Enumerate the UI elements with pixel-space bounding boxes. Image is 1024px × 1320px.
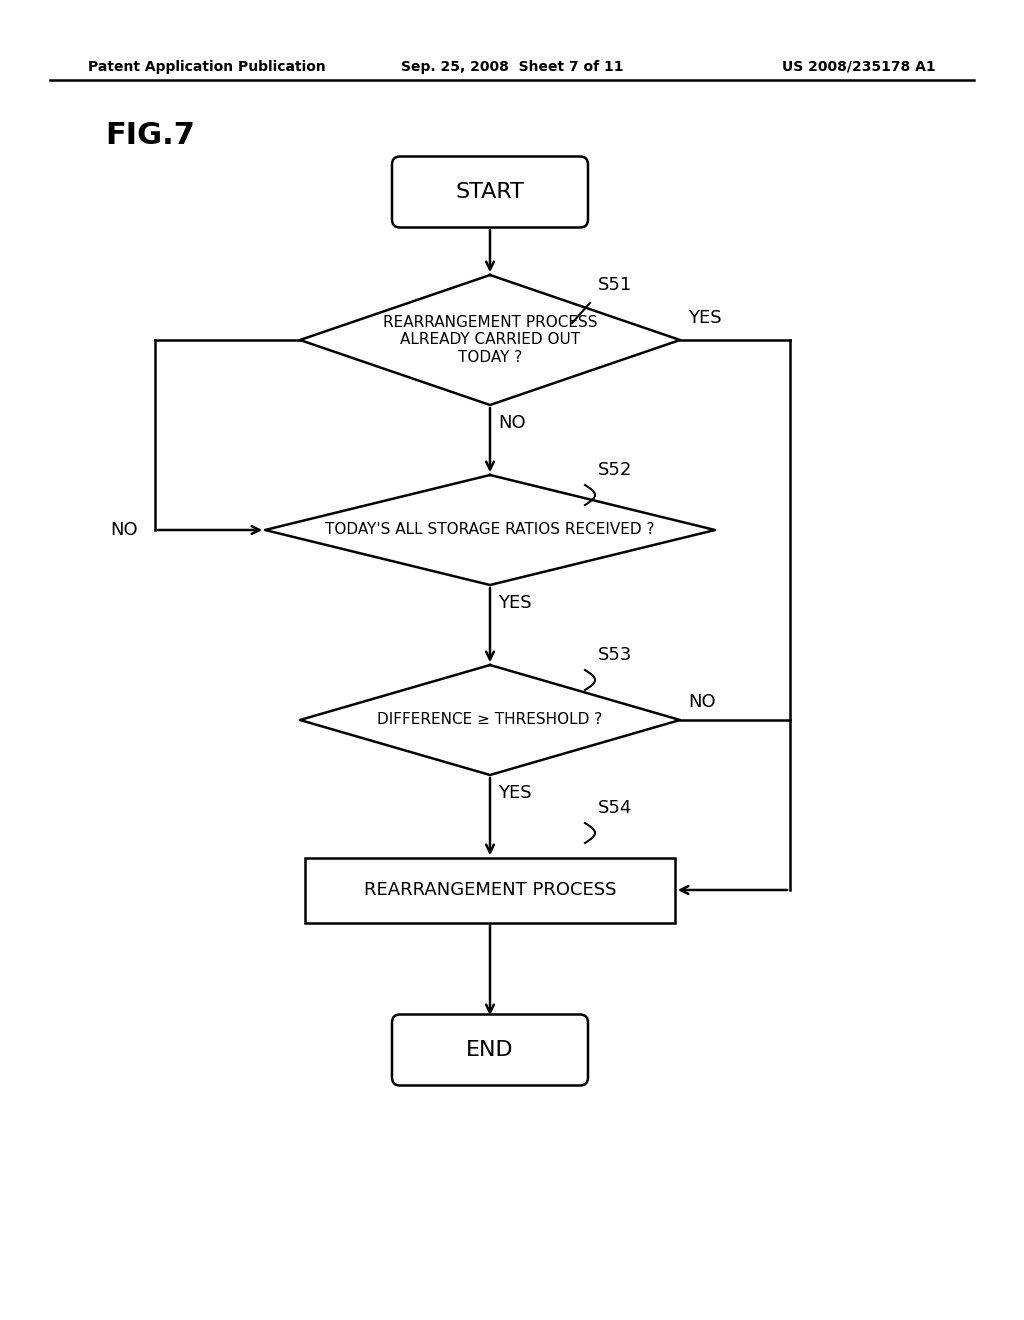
Text: NO: NO bbox=[498, 414, 525, 432]
Text: NO: NO bbox=[110, 521, 137, 539]
Text: US 2008/235178 A1: US 2008/235178 A1 bbox=[782, 59, 936, 74]
FancyBboxPatch shape bbox=[392, 1015, 588, 1085]
Text: S52: S52 bbox=[598, 461, 633, 479]
Text: REARRANGEMENT PROCESS: REARRANGEMENT PROCESS bbox=[364, 880, 616, 899]
Polygon shape bbox=[300, 665, 680, 775]
Text: YES: YES bbox=[688, 309, 722, 327]
Text: S54: S54 bbox=[598, 799, 633, 817]
Polygon shape bbox=[300, 275, 680, 405]
Polygon shape bbox=[265, 475, 715, 585]
Text: TODAY'S ALL STORAGE RATIOS RECEIVED ?: TODAY'S ALL STORAGE RATIOS RECEIVED ? bbox=[326, 523, 654, 537]
Text: Patent Application Publication: Patent Application Publication bbox=[88, 59, 326, 74]
Text: YES: YES bbox=[498, 594, 531, 612]
FancyBboxPatch shape bbox=[392, 157, 588, 227]
Text: REARRANGEMENT PROCESS
ALREADY CARRIED OUT
TODAY ?: REARRANGEMENT PROCESS ALREADY CARRIED OU… bbox=[383, 315, 597, 364]
Bar bbox=[305, 858, 675, 923]
Text: S53: S53 bbox=[598, 645, 633, 664]
Text: END: END bbox=[466, 1040, 514, 1060]
Text: DIFFERENCE ≥ THRESHOLD ?: DIFFERENCE ≥ THRESHOLD ? bbox=[378, 713, 603, 727]
Text: START: START bbox=[456, 182, 524, 202]
Text: NO: NO bbox=[688, 693, 716, 711]
Text: FIG.7: FIG.7 bbox=[105, 120, 195, 149]
Text: Sep. 25, 2008  Sheet 7 of 11: Sep. 25, 2008 Sheet 7 of 11 bbox=[400, 59, 624, 74]
Text: YES: YES bbox=[498, 784, 531, 803]
Text: S51: S51 bbox=[598, 276, 632, 294]
